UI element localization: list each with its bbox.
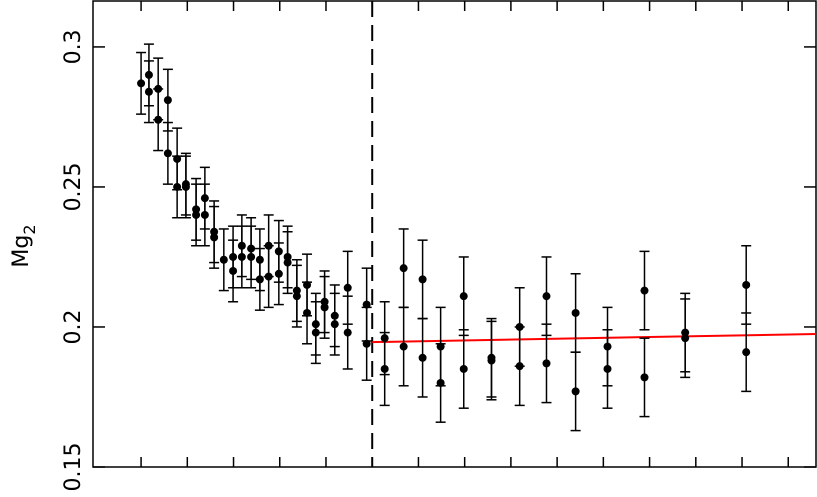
data-point — [163, 149, 172, 158]
data-point — [229, 266, 238, 275]
data-point — [380, 364, 389, 373]
data-point — [311, 328, 320, 337]
data-point — [436, 378, 445, 387]
data-point — [571, 387, 580, 396]
data-point — [515, 362, 524, 371]
data-point — [320, 303, 329, 312]
data-point — [219, 255, 228, 264]
data-point — [303, 308, 312, 317]
data-point — [681, 334, 690, 343]
y-axis-label: Mg2 — [9, 224, 39, 267]
data-point — [154, 115, 163, 124]
y-label-text: Mg — [9, 235, 34, 268]
data-point — [603, 364, 612, 373]
data-point — [330, 320, 339, 329]
fit-line — [372, 332, 817, 344]
data-point — [144, 87, 153, 96]
data-point — [418, 353, 427, 362]
data-point — [283, 258, 292, 267]
y-tick-label: 0.15 — [61, 443, 86, 492]
data-point — [362, 300, 371, 309]
y-tick-label: 0.3 — [61, 29, 86, 64]
data-point — [459, 364, 468, 373]
data-point — [247, 252, 256, 261]
data-point — [192, 210, 201, 219]
data-point — [163, 96, 172, 105]
data-point — [640, 373, 649, 382]
data-point — [264, 272, 273, 281]
data-point — [274, 269, 283, 278]
data-point — [292, 292, 301, 301]
plot-frame — [92, 0, 817, 468]
data-point — [343, 283, 352, 292]
data-point — [399, 342, 408, 351]
data-point — [210, 233, 219, 242]
data-point — [459, 292, 468, 301]
data-point — [200, 210, 209, 219]
data-point — [542, 292, 551, 301]
data-point — [362, 339, 371, 348]
y-tick-label: 0.25 — [61, 162, 86, 211]
data-point — [742, 348, 751, 357]
data-point — [181, 182, 190, 191]
data-point — [640, 286, 649, 295]
data-point — [742, 280, 751, 289]
data-point — [399, 264, 408, 273]
data-point — [237, 252, 246, 261]
data-point — [418, 275, 427, 284]
data-point — [571, 308, 580, 317]
y-tick-label: 0.2 — [61, 309, 86, 344]
data-point — [487, 356, 496, 365]
data-point — [343, 328, 352, 337]
data-point — [255, 275, 264, 284]
data-point — [542, 359, 551, 368]
data-point — [173, 182, 182, 191]
y-label-subscript: 2 — [20, 224, 39, 234]
data-point — [137, 79, 146, 88]
